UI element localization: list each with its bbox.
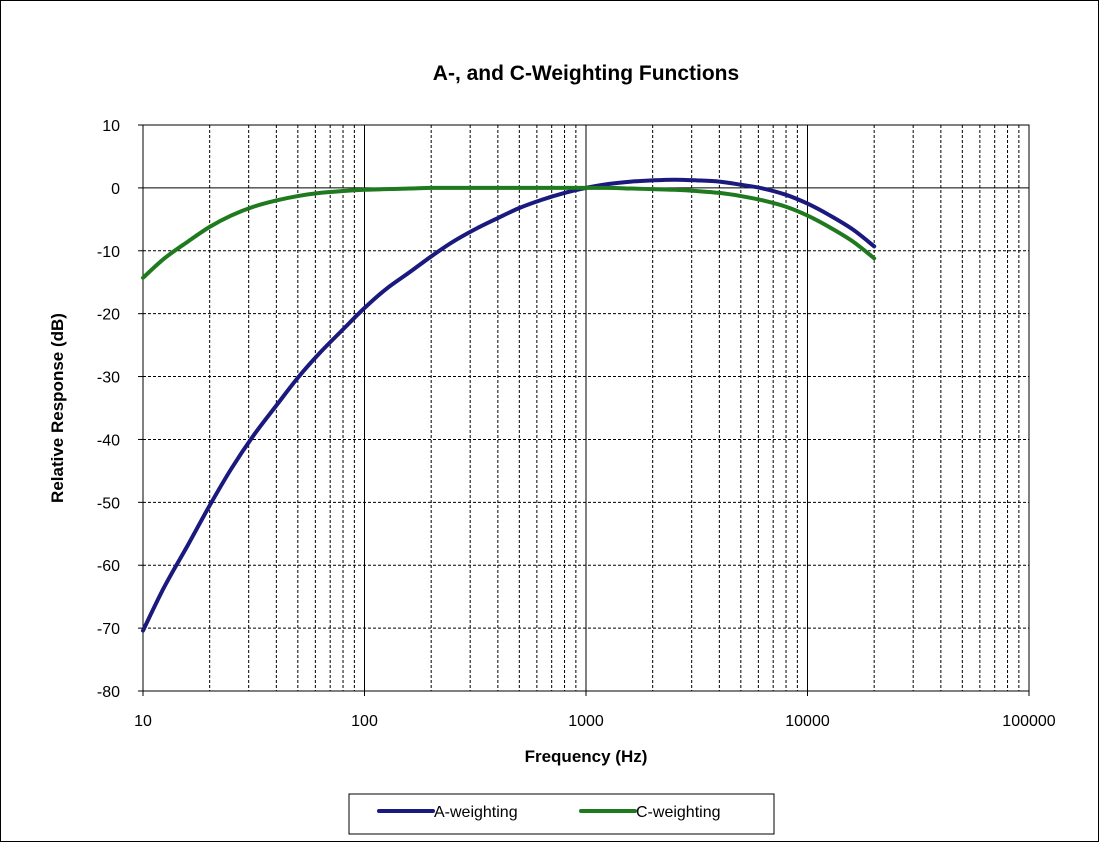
y-tick-label: 10 [102,118,120,135]
y-tick-label: 0 [111,181,120,198]
x-tick-label: 100 [351,713,378,730]
x-tick-label: 1000 [568,713,604,730]
chart-grid [143,125,1029,691]
legend-label-a-weighting: A-weighting [434,804,518,821]
series-line-a-weighting [141,177,877,633]
y-tick-label: -40 [97,432,120,449]
x-tick-label: 100000 [1002,713,1055,730]
y-tick-label: -80 [97,684,120,701]
y-tick-labels: 10 0 -10 -20 -30 -40 -50 -60 -70 -80 [97,118,143,701]
legend: A-weighting C-weighting [348,793,775,835]
y-tick-label: -20 [97,307,120,324]
legend-box [348,793,775,835]
y-tick-label: -50 [97,495,120,512]
y-tick-label: -70 [97,621,120,638]
chart-title: A-, and C-Weighting Functions [433,62,739,85]
y-tick-label: -30 [97,370,120,387]
x-tick-labels: 10 100 1000 10000 100000 [134,691,1056,730]
x-tick-label: 10 [134,713,152,730]
series-layer [141,177,877,633]
y-tick-label: -10 [97,244,120,261]
y-axis-label: Relative Response (dB) [48,313,67,503]
y-tick-label: -60 [97,558,120,575]
series-line-c-weighting [141,185,877,280]
x-axis-label: Frequency (Hz) [525,747,648,766]
x-tick-label: 10000 [785,713,830,730]
legend-label-c-weighting: C-weighting [636,804,720,821]
